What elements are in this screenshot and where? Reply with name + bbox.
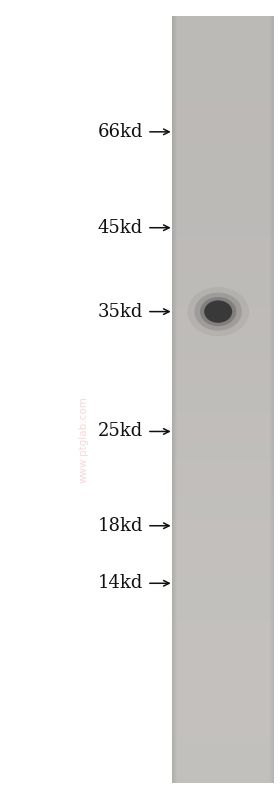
Ellipse shape	[200, 297, 236, 326]
Ellipse shape	[194, 292, 242, 331]
Text: 25kd: 25kd	[97, 423, 143, 440]
Ellipse shape	[187, 287, 249, 336]
Text: 35kd: 35kd	[97, 303, 143, 320]
Text: www.ptglab.com: www.ptglab.com	[79, 396, 89, 483]
Ellipse shape	[204, 300, 232, 323]
Text: 45kd: 45kd	[97, 219, 143, 237]
Text: 18kd: 18kd	[97, 517, 143, 535]
Text: 66kd: 66kd	[97, 123, 143, 141]
Text: 14kd: 14kd	[97, 574, 143, 592]
